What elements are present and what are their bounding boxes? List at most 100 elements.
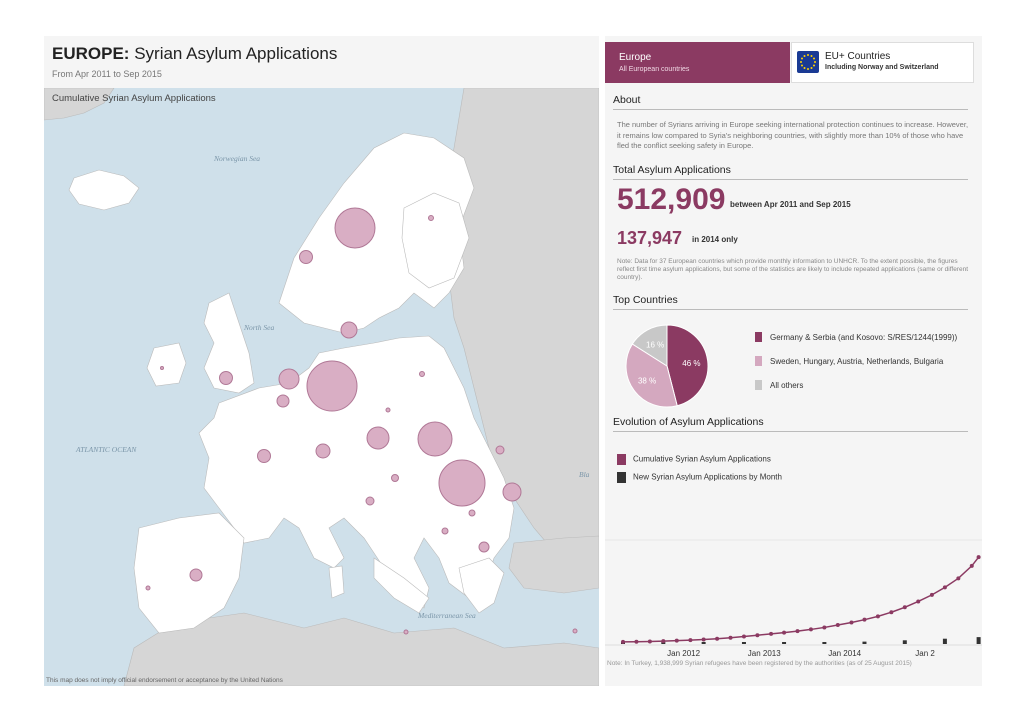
sea-label-atlantic: ATLANTIC OCEAN xyxy=(76,445,137,454)
bubble-portugal[interactable] xyxy=(145,585,151,591)
title-bold: EUROPE: xyxy=(52,44,130,63)
europe-map[interactable]: Cumulative Syrian Asylum Applications No… xyxy=(44,88,599,686)
monthly-bar[interactable] xyxy=(782,642,787,644)
cumulative-point[interactable] xyxy=(795,629,800,634)
pie-legend-label-0: Germany & Serbia (and Kosovo: S/RES/1244… xyxy=(770,333,958,342)
total-value: 512,909 xyxy=(617,183,726,216)
cumulative-point[interactable] xyxy=(849,620,854,625)
evolution-heading: Evolution of Asylum Applications xyxy=(613,416,968,432)
pie-legend-label-1: Sweden, Hungary, Austria, Netherlands, B… xyxy=(770,357,944,366)
dashboard: EUROPE: Syrian Asylum Applications From … xyxy=(44,36,982,686)
cumulative-point[interactable] xyxy=(621,639,625,644)
year-value: 137,947 xyxy=(617,228,683,248)
cumulative-point[interactable] xyxy=(916,599,921,604)
bubble-greece[interactable] xyxy=(478,541,490,553)
bubble-denmark[interactable] xyxy=(340,321,358,339)
cumulative-point[interactable] xyxy=(741,634,746,639)
cumulative-point[interactable] xyxy=(835,622,840,627)
bubble-bulgaria[interactable] xyxy=(502,482,522,502)
tab-eu-plus[interactable]: EU+ Countries Including Norway and Switz… xyxy=(791,42,974,83)
cumulative-point[interactable] xyxy=(976,555,981,560)
bubble-italy[interactable] xyxy=(365,496,375,506)
bubble-uk[interactable] xyxy=(219,371,233,385)
tab-europe[interactable]: Europe All European countries xyxy=(605,42,790,83)
pie-slice-2[interactable] xyxy=(631,324,668,367)
pie-label-0: 46 % xyxy=(682,359,700,368)
cumulative-point[interactable] xyxy=(688,638,693,643)
cumulative-point[interactable] xyxy=(902,605,907,610)
cumulative-point[interactable] xyxy=(701,637,706,642)
monthly-bar[interactable] xyxy=(822,642,827,644)
pie-chart[interactable]: 46 % 38 % 16 % xyxy=(617,316,717,416)
bubble-france[interactable] xyxy=(257,449,271,463)
bubble-switzerland[interactable] xyxy=(315,443,331,459)
cumulative-point[interactable] xyxy=(769,631,774,636)
monthly-bar[interactable] xyxy=(902,640,907,644)
bubble-albania[interactable] xyxy=(441,527,449,535)
evo-legend-monthly: New Syrian Asylum Applications by Month xyxy=(617,472,782,483)
land-italy-south xyxy=(373,557,430,614)
cumulative-point[interactable] xyxy=(755,633,760,638)
bubble-poland[interactable] xyxy=(419,371,425,377)
pie-legend-swatch-2 xyxy=(755,380,762,390)
cumulative-point[interactable] xyxy=(661,639,666,644)
cumulative-point[interactable] xyxy=(634,639,639,644)
evo-legend-swatch-monthly xyxy=(617,472,626,483)
bubble-romania[interactable] xyxy=(495,445,505,455)
cumulative-point[interactable] xyxy=(822,625,827,630)
x-tick-label: Jan 2014 xyxy=(828,649,861,656)
bubble-finland[interactable] xyxy=(428,215,434,221)
bubble-austria[interactable] xyxy=(366,426,390,450)
cumulative-point[interactable] xyxy=(862,617,867,622)
cumulative-point[interactable] xyxy=(782,630,787,635)
cumulative-point[interactable] xyxy=(674,638,679,643)
cumulative-point[interactable] xyxy=(956,576,961,581)
x-tick-label: Jan 2012 xyxy=(667,649,700,656)
about-heading: About xyxy=(613,94,968,110)
bubble-netherlands[interactable] xyxy=(278,368,300,390)
bubble-macedonia[interactable] xyxy=(468,509,476,517)
bubble-czech[interactable] xyxy=(385,407,391,413)
bubble-serbia[interactable] xyxy=(438,459,486,507)
bubble-germany[interactable] xyxy=(306,360,358,412)
bubble-norway[interactable] xyxy=(299,250,313,264)
bubble-spain[interactable] xyxy=(189,568,203,582)
bubble-belgium[interactable] xyxy=(276,394,290,408)
tab-europe-sub: All European countries xyxy=(619,66,690,73)
cumulative-point[interactable] xyxy=(728,635,733,640)
evo-legend-label-monthly: New Syrian Asylum Applications by Month xyxy=(633,472,782,482)
pie-slice-1[interactable] xyxy=(625,343,678,408)
bubble-sweden[interactable] xyxy=(334,207,376,249)
cumulative-point[interactable] xyxy=(969,563,974,568)
evo-legend-cumulative: Cumulative Syrian Asylum Applications xyxy=(617,454,771,465)
total-desc: between Apr 2011 and Sep 2015 xyxy=(730,200,851,209)
land-iberia xyxy=(133,512,245,634)
totals-note: Note: Data for 37 European countries whi… xyxy=(617,258,969,281)
monthly-bar[interactable] xyxy=(942,638,947,644)
sea-label-mediterranean: Mediterranean Sea xyxy=(418,611,476,620)
totals-heading: Total Asylum Applications xyxy=(613,164,968,180)
cumulative-point[interactable] xyxy=(808,627,813,632)
cumulative-point[interactable] xyxy=(942,585,947,590)
monthly-bar[interactable] xyxy=(741,642,746,644)
cumulative-point[interactable] xyxy=(889,610,894,615)
monthly-bar[interactable] xyxy=(701,642,706,644)
bubble-croatia[interactable] xyxy=(391,474,399,482)
bubble-malta[interactable] xyxy=(403,629,409,635)
title-rest: Syrian Asylum Applications xyxy=(134,44,338,63)
pie-slice-0[interactable] xyxy=(666,324,709,407)
cumulative-point[interactable] xyxy=(647,639,652,644)
top-countries-heading: Top Countries xyxy=(613,294,968,310)
bubble-cyprus[interactable] xyxy=(572,628,578,634)
cumulative-point[interactable] xyxy=(875,614,880,619)
monthly-bar[interactable] xyxy=(862,641,867,644)
country-bubbles[interactable] xyxy=(145,207,578,635)
cumulative-point[interactable] xyxy=(715,636,720,641)
bubble-hungary[interactable] xyxy=(417,421,453,457)
page-subtitle: From Apr 2011 to Sep 2015 xyxy=(52,69,162,79)
monthly-bar[interactable] xyxy=(976,637,981,644)
cumulative-point[interactable] xyxy=(929,592,934,597)
evolution-chart[interactable]: Jan 2012 Jan 2013 Jan 2014 Jan 2 xyxy=(605,506,982,656)
bubble-ireland[interactable] xyxy=(160,366,164,370)
tab-europe-label: Europe xyxy=(619,52,652,63)
